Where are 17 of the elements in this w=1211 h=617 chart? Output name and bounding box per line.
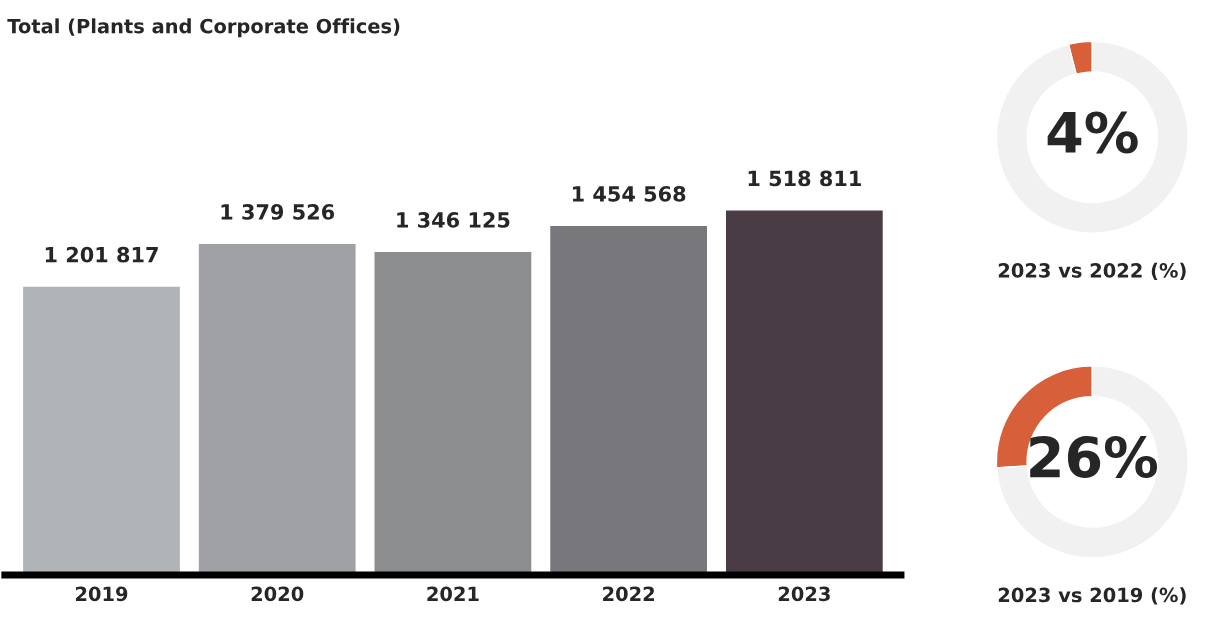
data-label: 1 454 568 — [572, 185, 686, 202]
text: 4% — [1047, 111, 1138, 154]
x-tick-label: 2020 — [251, 586, 304, 602]
text: 2023 vs 2022 (%) — [998, 262, 1186, 281]
chart-title: Total (Plants and Corporate Offices) — [7, 18, 400, 38]
text: 2023 vs 2019 (%) — [998, 587, 1186, 605]
data-label: 1 518 811 — [748, 170, 861, 187]
data-label: 1 346 125 — [397, 212, 510, 228]
x-tick-label: 2023 — [778, 586, 830, 602]
data-label: 1 201 817 — [45, 246, 158, 263]
x-tick-label: 2022 — [603, 586, 654, 602]
data-label: 1 379 526 — [221, 204, 335, 220]
text: 26% — [1030, 435, 1158, 478]
donut-slice — [995, 40, 1189, 234]
donut-slice — [995, 365, 1189, 559]
x-tick-label: 2019 — [75, 586, 128, 602]
x-tick-label: 2021 — [427, 586, 479, 602]
